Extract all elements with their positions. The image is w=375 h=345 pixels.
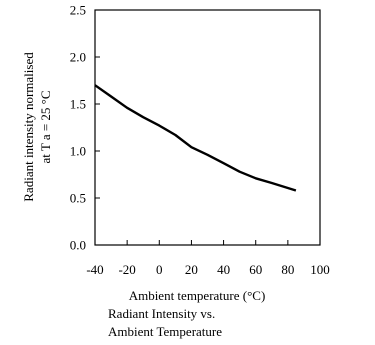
y-tick-label: 2.5 — [70, 3, 86, 18]
x-tick-label: -20 — [118, 262, 135, 277]
x-tick-label: 0 — [156, 262, 163, 277]
x-tick-label: 60 — [249, 262, 262, 277]
y-axis-label-line1: Radiant intensity normalised — [21, 52, 36, 202]
x-tick-label: -40 — [86, 262, 103, 277]
x-axis-label: Ambient temperature (°C) — [129, 288, 266, 303]
chart-caption-line2: Ambient Temperature — [108, 324, 222, 339]
x-tick-label: 40 — [217, 262, 230, 277]
y-tick-label: 0.0 — [70, 238, 86, 253]
chart-caption-line1: Radiant Intensity vs. — [108, 306, 215, 321]
plot-frame — [94, 9, 321, 246]
x-tick-group: -40 -20 0 20 40 60 80 100 — [86, 240, 330, 277]
y-axis-label-line2: at T a = 25 °C — [38, 90, 53, 163]
y-tick-label: 2.0 — [70, 50, 86, 65]
x-tick-label: 100 — [310, 262, 330, 277]
radiant-intensity-line — [94, 84, 297, 192]
y-tick-label: 0.5 — [70, 191, 86, 206]
x-tick-label: 20 — [185, 262, 198, 277]
y-tick-label: 1.5 — [70, 97, 86, 112]
y-tick-group: 0.0 0.5 1.0 1.5 2.0 2.5 — [70, 3, 100, 253]
y-tick-label: 1.0 — [70, 144, 86, 159]
x-tick-label: 80 — [281, 262, 294, 277]
